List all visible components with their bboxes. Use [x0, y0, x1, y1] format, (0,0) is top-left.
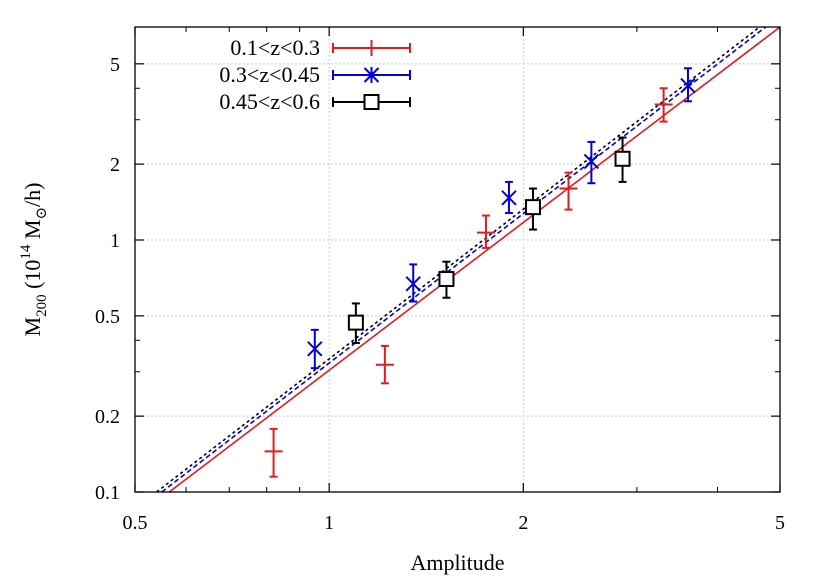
legend-entry: 0.3<z<0.45	[219, 62, 411, 87]
point-marker	[438, 271, 455, 288]
point-marker	[614, 150, 631, 167]
point-marker	[524, 199, 541, 216]
data-point	[680, 67, 696, 103]
y-tick-label: 0.1	[95, 482, 120, 504]
point-marker	[501, 190, 517, 206]
data-point	[583, 140, 600, 185]
y-tick-label: 1	[110, 230, 120, 252]
marker-square	[347, 314, 364, 331]
point-marker	[680, 77, 696, 94]
grid	[135, 27, 780, 492]
legend-label: 0.1<z<0.3	[230, 35, 320, 60]
data-point	[524, 187, 541, 231]
point-marker	[347, 314, 364, 331]
marker-square	[614, 150, 631, 167]
legend-marker	[363, 67, 380, 83]
data-point	[501, 180, 517, 214]
data-point	[347, 302, 364, 345]
legend-marker	[363, 94, 380, 110]
y-tick-label: 2	[110, 154, 120, 176]
marker-square	[524, 199, 541, 216]
point-marker	[307, 341, 323, 357]
legend: 0.1<z<0.30.3<z<0.450.45<z<0.6	[219, 35, 411, 114]
y-label-part2: M	[20, 220, 45, 245]
y-label-part3: /h)	[20, 183, 45, 207]
legend-entry: 0.1<z<0.3	[230, 35, 411, 60]
point-marker	[583, 153, 600, 170]
data-point	[307, 328, 323, 370]
y-label-base: M	[20, 317, 45, 337]
data-point	[559, 171, 578, 211]
x-tick-label: 2	[518, 512, 528, 534]
x-axis-label: Amplitude	[410, 550, 504, 575]
marker-cross-b	[307, 341, 323, 357]
axis-ticks: 0.5 1 2 5 0.1 0.2 0.5 1 2 5	[95, 27, 785, 534]
y-label-sup: 14	[18, 244, 34, 260]
marker-cross-b	[363, 67, 380, 83]
data-points	[264, 67, 696, 478]
y-tick-label: 0.5	[95, 306, 120, 328]
marker-square	[438, 271, 455, 288]
legend-entry: 0.45<z<0.6	[219, 89, 411, 114]
y-label-sub: 200	[34, 294, 50, 317]
plot-frame	[134, 26, 781, 493]
data-point	[614, 136, 631, 183]
legend-label: 0.45<z<0.6	[219, 89, 320, 114]
fit-line-1	[168, 26, 781, 493]
marker-square	[363, 94, 380, 110]
marker-cross-b	[583, 153, 600, 170]
point-marker	[405, 276, 421, 292]
y-axis-label: M200 (1014 M⊙/h)	[18, 183, 50, 337]
legend-label: 0.3<z<0.45	[219, 62, 320, 87]
x-tick-label: 0.5	[123, 512, 148, 534]
marker-cross-b	[405, 276, 421, 292]
fit-line-3	[156, 26, 761, 493]
data-point	[654, 87, 673, 123]
x-tick-label: 5	[775, 512, 785, 534]
data-point	[476, 214, 495, 249]
x-tick-label: 1	[324, 512, 334, 534]
marker-cross-b	[680, 77, 696, 94]
data-point	[405, 263, 421, 303]
y-label-sun-symbol: ⊙	[34, 207, 50, 220]
y-tick-label: 5	[110, 54, 120, 76]
y-label-part1: (10	[20, 260, 45, 295]
data-point	[375, 344, 394, 385]
data-point	[438, 260, 455, 299]
data-point	[264, 427, 283, 478]
y-tick-label: 0.2	[95, 406, 120, 428]
marker-cross-b	[501, 190, 517, 206]
